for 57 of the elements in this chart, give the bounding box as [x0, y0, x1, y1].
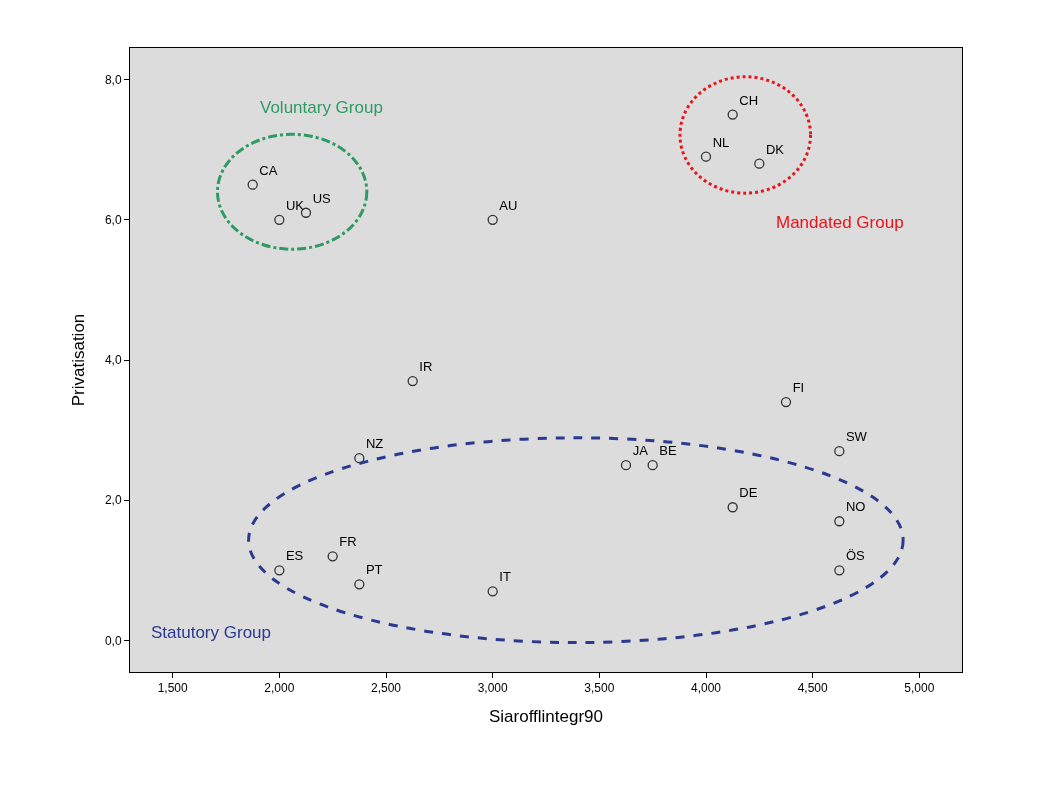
y-tick-label: 0,0 — [104, 633, 122, 648]
y-tick-label: 6,0 — [104, 212, 122, 227]
x-tick-label: 4,000 — [690, 681, 722, 696]
data-label: NO — [845, 499, 866, 515]
point — [727, 109, 738, 120]
point — [487, 586, 498, 597]
data-label: IR — [419, 359, 433, 375]
data-label: ES — [285, 548, 304, 564]
x-axis-title: Siarofflintegr90 — [488, 706, 604, 726]
x-tick-label: 2,000 — [264, 681, 295, 696]
point — [327, 551, 338, 562]
y-tick-label: 8,0 — [104, 72, 122, 87]
data-label: PT — [365, 562, 383, 578]
data-label: CH — [739, 92, 759, 108]
data-label: UK — [285, 197, 305, 213]
data-label: FR — [339, 534, 357, 550]
annotation: Mandated Group — [776, 213, 904, 232]
data-label: BE — [659, 443, 677, 459]
y-axis-title: Privatisation — [69, 313, 89, 407]
point — [834, 516, 845, 527]
data-label: DK — [765, 141, 785, 157]
y-tick-label: 4,0 — [104, 353, 122, 368]
point — [247, 179, 258, 190]
data-label: IT — [499, 569, 511, 585]
annotation: Voluntary Group — [260, 98, 383, 117]
point — [274, 565, 285, 576]
data-label: CA — [259, 162, 278, 178]
x-tick-label: 1,500 — [157, 681, 189, 696]
point — [700, 151, 712, 162]
y-tick-label: 2,0 — [104, 493, 122, 508]
point — [354, 579, 365, 590]
data-label: FI — [792, 380, 805, 396]
data-label: DE — [739, 485, 758, 501]
point — [274, 214, 285, 225]
point — [647, 460, 658, 471]
data-label: JA — [632, 443, 649, 459]
x-tick-label: 3,000 — [477, 681, 509, 696]
x-tick-label: 2,500 — [370, 681, 402, 696]
point — [487, 214, 498, 225]
data-label: NZ — [365, 436, 384, 452]
annotation: Statutory Group — [151, 623, 272, 642]
x-tick-label: 3,500 — [584, 681, 615, 696]
data-label: US — [312, 190, 332, 206]
point — [834, 565, 845, 576]
x-tick-label: 4,500 — [797, 681, 829, 696]
data-label: NL — [712, 134, 730, 150]
data-label: AU — [499, 197, 518, 213]
point — [754, 158, 765, 169]
data-label: SW — [845, 429, 868, 445]
point — [834, 446, 845, 457]
point — [727, 502, 738, 513]
point — [780, 396, 792, 408]
x-tick-label: 5,000 — [904, 681, 935, 696]
data-label: ÖS — [845, 548, 866, 564]
point — [354, 453, 365, 464]
point — [407, 375, 418, 387]
point — [620, 460, 632, 471]
